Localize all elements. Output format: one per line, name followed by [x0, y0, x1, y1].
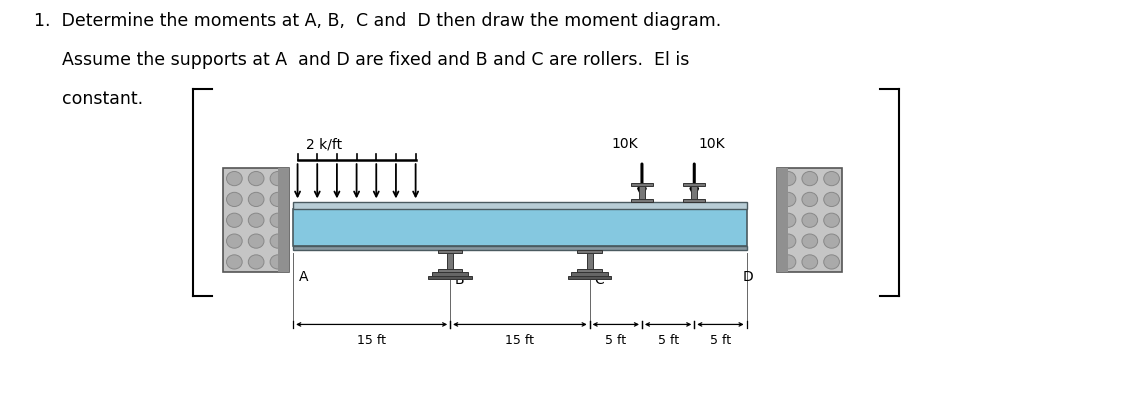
Ellipse shape	[270, 234, 286, 249]
Ellipse shape	[824, 193, 839, 207]
Bar	[432, 273, 468, 276]
Ellipse shape	[824, 234, 839, 249]
Bar	[631, 200, 652, 203]
Bar	[777, 169, 787, 273]
Text: constant.: constant.	[62, 90, 143, 108]
Text: Assume the supports at A  and D are fixed and B and C are rollers.  El is: Assume the supports at A and D are fixed…	[62, 51, 690, 69]
Ellipse shape	[824, 213, 839, 228]
Ellipse shape	[249, 255, 264, 270]
Ellipse shape	[226, 172, 242, 186]
Ellipse shape	[780, 193, 795, 207]
Bar	[572, 273, 608, 276]
Text: 10K: 10K	[699, 137, 726, 151]
Ellipse shape	[270, 193, 286, 207]
Ellipse shape	[270, 255, 286, 270]
Text: 15 ft: 15 ft	[505, 333, 534, 346]
Ellipse shape	[249, 234, 264, 249]
Ellipse shape	[780, 255, 795, 270]
Ellipse shape	[270, 172, 286, 186]
Ellipse shape	[802, 213, 818, 228]
Ellipse shape	[270, 213, 286, 228]
Ellipse shape	[226, 213, 242, 228]
Bar	[683, 200, 705, 203]
Ellipse shape	[824, 255, 839, 270]
Ellipse shape	[780, 213, 795, 228]
Ellipse shape	[226, 193, 242, 207]
Text: C: C	[594, 273, 604, 287]
Ellipse shape	[824, 172, 839, 186]
Ellipse shape	[226, 234, 242, 249]
Text: 2 k/ft: 2 k/ft	[306, 137, 342, 151]
Ellipse shape	[249, 193, 264, 207]
Bar	[691, 187, 698, 203]
Ellipse shape	[226, 255, 242, 270]
Text: A: A	[298, 270, 308, 283]
Bar	[438, 270, 462, 273]
Bar	[568, 276, 612, 279]
Bar	[294, 246, 747, 251]
Text: 5 ft: 5 ft	[657, 333, 678, 346]
Text: 10K: 10K	[611, 137, 638, 151]
Ellipse shape	[802, 172, 818, 186]
Ellipse shape	[249, 172, 264, 186]
Bar	[586, 254, 593, 270]
Text: D: D	[744, 270, 754, 283]
Text: 5 ft: 5 ft	[710, 333, 731, 346]
Bar	[438, 251, 462, 254]
Text: 15 ft: 15 ft	[357, 333, 386, 346]
Bar	[294, 203, 747, 210]
Ellipse shape	[249, 213, 264, 228]
Bar	[777, 169, 843, 273]
Bar	[577, 270, 602, 273]
Ellipse shape	[780, 234, 795, 249]
Bar	[224, 169, 289, 273]
Text: 1.  Determine the moments at A, B,  C and  D then draw the moment diagram.: 1. Determine the moments at A, B, C and …	[34, 12, 721, 30]
Ellipse shape	[780, 172, 795, 186]
Bar	[683, 184, 705, 187]
Bar	[447, 254, 453, 270]
Bar	[631, 184, 652, 187]
Text: B: B	[455, 273, 465, 287]
Bar	[429, 276, 472, 279]
Bar	[577, 251, 602, 254]
Ellipse shape	[802, 255, 818, 270]
Ellipse shape	[802, 193, 818, 207]
Text: 5 ft: 5 ft	[605, 333, 627, 346]
Bar	[278, 169, 289, 273]
Bar	[294, 210, 747, 246]
Ellipse shape	[802, 234, 818, 249]
Bar	[639, 187, 645, 203]
